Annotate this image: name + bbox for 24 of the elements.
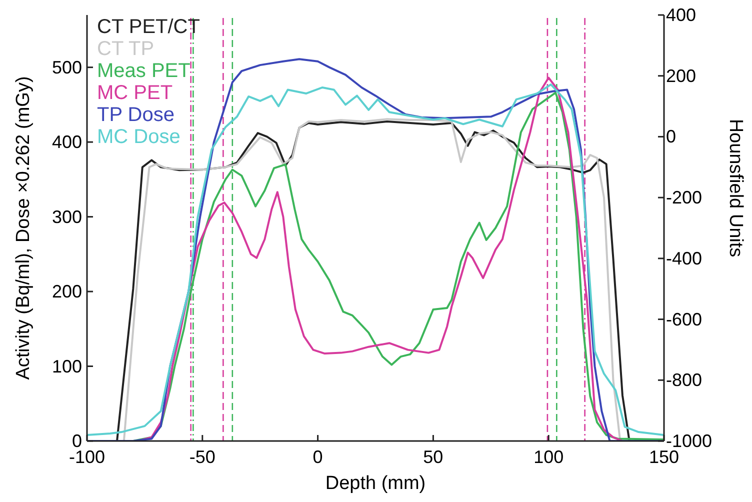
x-tick-label: 0 [312, 447, 323, 467]
y-tick-label: 400 [52, 132, 82, 152]
y-tick-label: 500 [52, 57, 82, 78]
y-tick-label: 100 [52, 356, 82, 376]
y2-tick-label: 400 [666, 5, 696, 25]
y2-tick-label: 0 [666, 126, 676, 147]
series-label: MC Dose [97, 126, 180, 148]
y2-tick-label: -200 [666, 188, 702, 208]
x-tick-label: 50 [423, 447, 444, 467]
y-tick-label: 300 [52, 206, 82, 227]
x-tick-label: -50 [189, 447, 216, 467]
text: CT PET/CT [97, 16, 200, 38]
text: MC PET [97, 82, 173, 104]
y2-axis-title: Hounsfield Units [725, 118, 746, 258]
x-axis-title: Depth (mm) [325, 473, 426, 494]
y2-tick-label: -400 [666, 248, 702, 268]
y2-tick-label: -800 [666, 370, 702, 390]
text: TP Dose [97, 104, 174, 126]
y-axis-title: Activity (Bq/ml), Dose ×0.262 (mGy) [13, 76, 34, 380]
y2-tick-label: -600 [666, 309, 702, 330]
text: Meas PET [97, 60, 190, 82]
y2-tick-label: 200 [666, 66, 696, 86]
x-tick-label: 100 [534, 447, 564, 467]
y-tick-label: 200 [52, 282, 82, 302]
